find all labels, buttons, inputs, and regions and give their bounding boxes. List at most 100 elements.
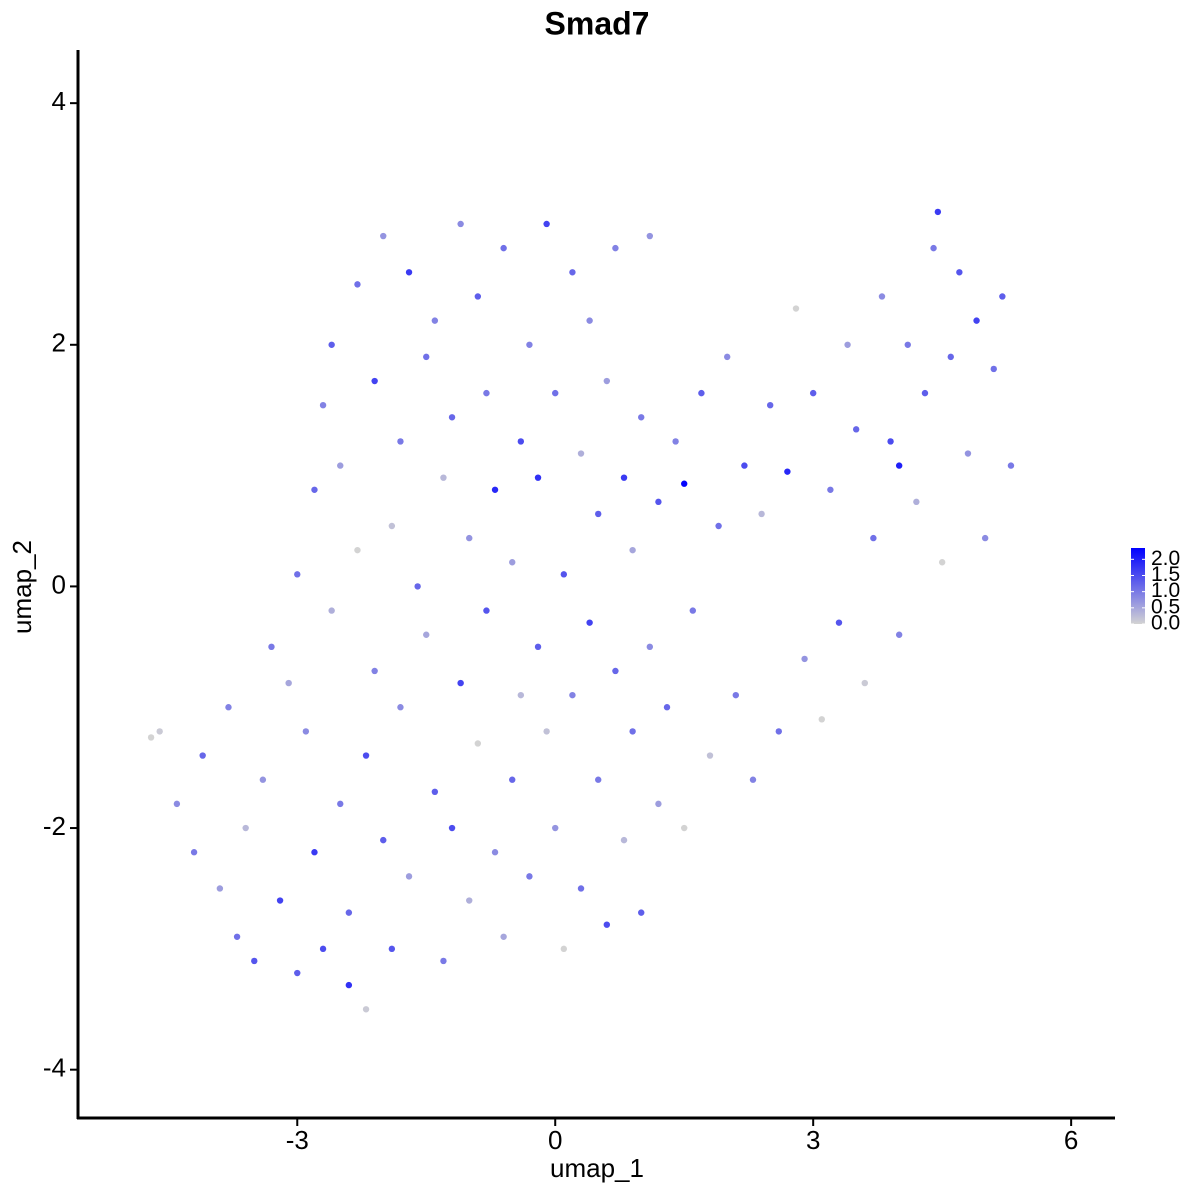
point (543, 728, 550, 735)
point (947, 353, 954, 361)
point (749, 776, 757, 783)
point (474, 293, 482, 300)
point (251, 957, 258, 965)
point (560, 571, 568, 578)
point (758, 510, 765, 518)
point (345, 981, 353, 989)
point (827, 486, 834, 493)
point (388, 522, 396, 530)
point (655, 800, 662, 808)
point (526, 873, 533, 880)
point (380, 232, 387, 240)
point (466, 897, 473, 904)
point (500, 244, 507, 252)
point (448, 824, 456, 832)
point (190, 849, 198, 856)
point (500, 933, 507, 940)
point (517, 691, 525, 699)
point (595, 510, 602, 518)
point (681, 480, 688, 487)
point (904, 341, 911, 348)
point (302, 728, 310, 735)
y-tick-label: 0 (52, 569, 66, 599)
point (414, 583, 421, 590)
point (509, 776, 516, 783)
point (534, 643, 542, 651)
point (491, 849, 499, 856)
point (534, 474, 542, 481)
x-tick-label: 0 (548, 1125, 562, 1155)
colorbar-label: 0.5 (1151, 595, 1180, 618)
point (354, 546, 361, 554)
point (861, 679, 868, 687)
point (938, 559, 946, 566)
x-axis-label: umap_1 (550, 1153, 644, 1183)
point (483, 389, 490, 397)
point (646, 643, 654, 651)
point (569, 269, 576, 276)
point (809, 389, 817, 397)
point (457, 679, 464, 687)
point (431, 788, 439, 796)
point (405, 873, 413, 880)
point (509, 559, 516, 566)
point (440, 474, 447, 481)
point (328, 607, 335, 614)
point (423, 353, 430, 361)
point (775, 728, 782, 735)
colorbar (1131, 548, 1145, 624)
colorbar-label: 0.0 (1151, 612, 1180, 635)
point (345, 909, 353, 916)
colorbar-label: 1.5 (1151, 563, 1180, 586)
point (552, 824, 559, 832)
point (483, 607, 490, 614)
colorbar-label: 1.0 (1151, 579, 1180, 602)
point (1007, 462, 1015, 469)
chart-title: Smad7 (545, 5, 650, 41)
point (319, 945, 327, 953)
point (895, 462, 903, 469)
point (706, 752, 714, 759)
point (981, 534, 989, 542)
point (603, 921, 611, 928)
point (930, 244, 937, 252)
point (431, 317, 439, 324)
point (878, 293, 886, 300)
point (328, 341, 335, 348)
point (629, 728, 636, 735)
point (294, 571, 301, 578)
point (934, 208, 942, 216)
point (741, 462, 748, 469)
point (311, 486, 318, 493)
point (448, 414, 456, 421)
point (337, 800, 344, 808)
point (638, 414, 645, 421)
point (921, 389, 929, 397)
point (638, 909, 645, 916)
point (337, 462, 344, 469)
point (423, 631, 430, 638)
colorbar-label: 2.0 (1151, 547, 1180, 570)
point (466, 534, 473, 542)
point (440, 957, 447, 965)
y-tick-label: -2 (43, 811, 66, 841)
point (569, 691, 576, 699)
point (672, 438, 679, 445)
point (371, 377, 378, 385)
point (517, 438, 525, 445)
point (354, 281, 361, 288)
point (895, 631, 903, 638)
point (887, 438, 894, 445)
point (242, 824, 249, 832)
point (577, 450, 585, 457)
point (646, 232, 654, 240)
point (319, 401, 327, 409)
point (526, 341, 533, 348)
point (362, 752, 370, 759)
point (216, 885, 224, 892)
point (259, 776, 267, 783)
point (723, 353, 731, 361)
point (380, 836, 387, 844)
point (681, 824, 688, 832)
